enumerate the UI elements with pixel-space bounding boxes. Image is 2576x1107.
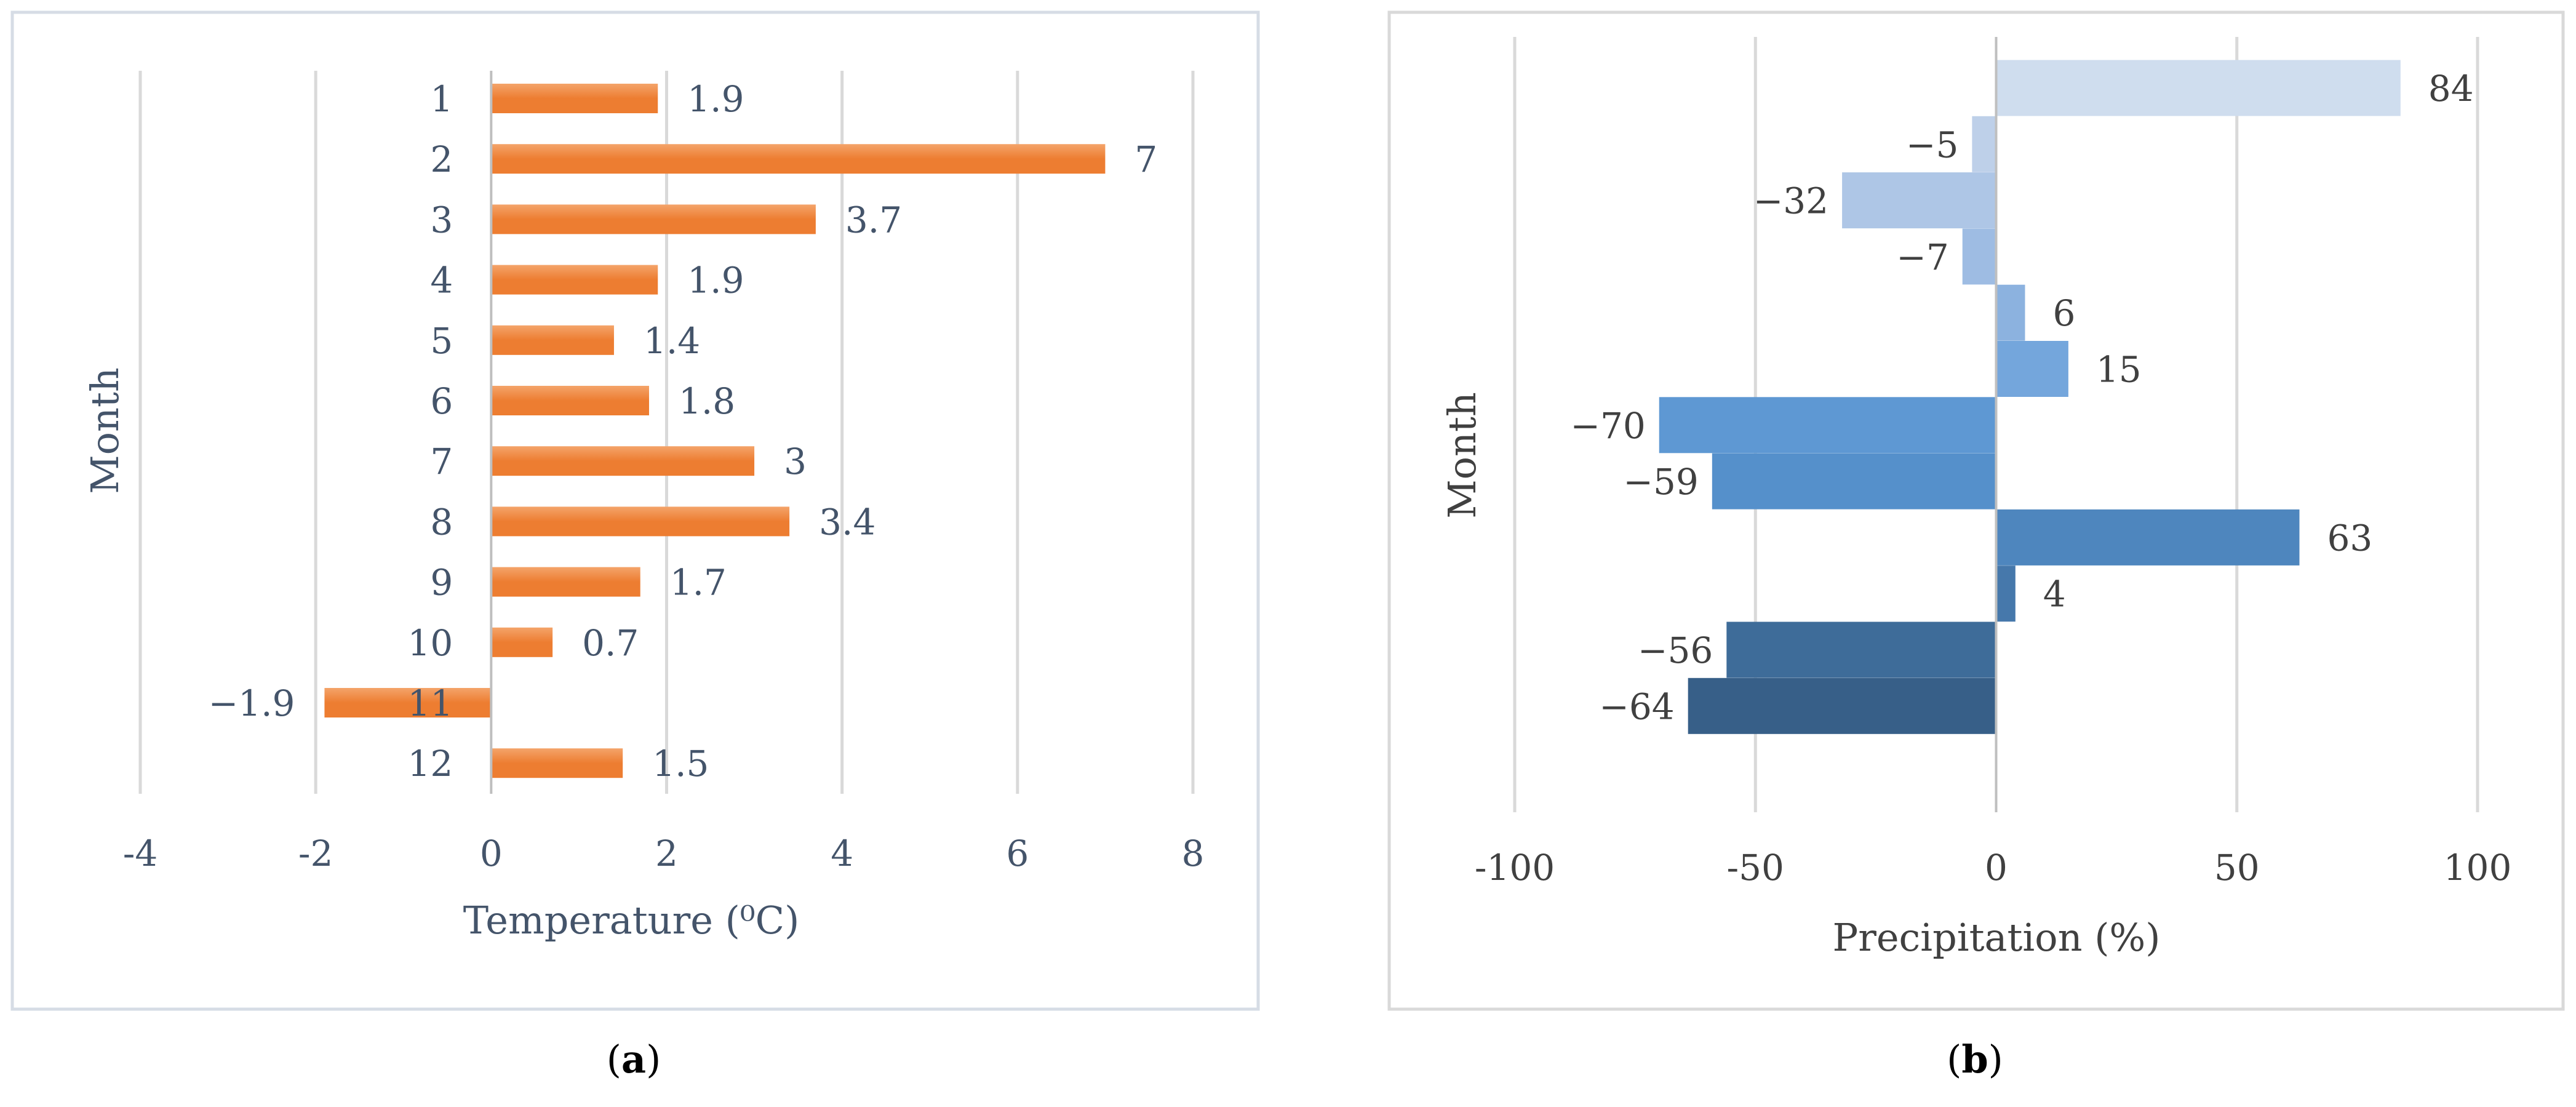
- chart-b-bar: [1659, 397, 1996, 454]
- chart-a-category-label: 2: [430, 138, 453, 180]
- chart-a-ylabel: Month: [82, 367, 127, 494]
- caption-b-close: ): [1988, 1037, 2003, 1082]
- chart-b-tick-labels: -100 -50 0 50 100: [1475, 847, 2512, 889]
- chart-a-bar: [491, 84, 658, 113]
- chart-a-bar: [491, 567, 640, 597]
- chart-a-bar: [491, 386, 649, 415]
- chart-a-data-label: 3.7: [845, 199, 902, 241]
- chart-a-category-label: 7: [430, 441, 453, 482]
- chart-a-tick-label: 8: [1182, 833, 1205, 874]
- chart-a-data-label: 1.5: [652, 743, 709, 785]
- precipitation-chart: 84 −5 −32 −7 6 15 −70 −59 63 4 −56 −64 -100 -50 0 50 10…: [1387, 10, 2565, 1011]
- chart-b-data-label: 4: [2043, 573, 2066, 615]
- chart-a-bars: [324, 84, 1106, 778]
- chart-b-bar: [1996, 341, 2068, 397]
- chart-b-data-label: −32: [1753, 180, 1828, 222]
- chart-b-data-labels: 84 −5 −32 −7 6 15 −70 −59 63 4 −56 −64: [1570, 68, 2473, 727]
- chart-b-bar: [1962, 228, 1996, 285]
- chart-a-category-label: 9: [430, 562, 453, 604]
- chart-b-data-label: −5: [1906, 124, 1959, 166]
- chart-b-bars: [1659, 60, 2401, 734]
- chart-b-bar: [1972, 116, 1996, 172]
- chart-a-xlabel: Temperature (⁰C): [463, 898, 800, 943]
- chart-b-data-label: −64: [1599, 685, 1674, 727]
- chart-a-bar: [324, 688, 492, 717]
- chart-b-data-label: −70: [1570, 405, 1645, 447]
- chart-a-bar: [491, 265, 658, 295]
- chart-a-tick-label: 0: [480, 833, 503, 874]
- chart-b-bar: [1842, 172, 1996, 229]
- chart-a-data-label: −1.9: [209, 682, 295, 724]
- chart-b-bar: [1996, 509, 2300, 565]
- chart-b-bar: [1688, 677, 1996, 734]
- chart-a-tick-label: 6: [1006, 833, 1029, 874]
- chart-a-tick-labels: -4 -2 0 2 4 6 8: [123, 833, 1205, 874]
- chart-b-tick-label: 100: [2444, 847, 2512, 889]
- chart-a-bar: [491, 144, 1106, 174]
- chart-a-data-label: 1.7: [670, 562, 727, 604]
- chart-a-bar: [491, 506, 790, 537]
- chart-a-category-label: 10: [408, 622, 453, 664]
- chart-a-tick-label: 2: [655, 833, 678, 874]
- chart-b-data-label: −56: [1638, 629, 1713, 671]
- chart-a-data-label: 3: [784, 441, 807, 482]
- caption-a-open: (: [606, 1037, 621, 1082]
- chart-b-data-label: −59: [1623, 461, 1698, 503]
- chart-b-tick-label: 0: [1985, 847, 2008, 889]
- caption-a-letter: a: [621, 1037, 647, 1082]
- chart-a-category-label: 3: [430, 199, 453, 241]
- chart-a-bar: [491, 204, 816, 234]
- chart-a-category-label: 11: [408, 682, 453, 724]
- chart-b-tick-label: 50: [2214, 847, 2260, 889]
- chart-b-data-label: 15: [2096, 349, 2142, 391]
- chart-a-tick-label: 4: [831, 833, 853, 874]
- chart-a-category-label: 4: [430, 260, 453, 302]
- chart-a-data-label: 1.4: [644, 320, 700, 362]
- chart-a-tick-label: -2: [298, 833, 333, 874]
- caption-b-open: (: [1947, 1037, 1962, 1082]
- chart-a-bar: [491, 627, 553, 657]
- chart-a-gridlines: [138, 71, 1195, 794]
- panel-caption-a: (a): [603, 1037, 664, 1082]
- chart-a-data-label: 1.9: [687, 260, 744, 302]
- chart-b-ylabel: Month: [1440, 392, 1485, 519]
- chart-b-bar: [1726, 621, 1996, 678]
- chart-a-category-label: 5: [430, 320, 453, 362]
- chart-b-tick-label: -50: [1727, 847, 1784, 889]
- chart-b-bar: [1996, 284, 2025, 341]
- chart-a-bar: [491, 748, 623, 778]
- chart-b-data-label: 84: [2428, 68, 2474, 110]
- chart-a-data-label: 3.4: [819, 501, 875, 543]
- caption-a-close: ): [646, 1037, 661, 1082]
- chart-b-data-label: −7: [1896, 236, 1949, 278]
- chart-a-bar: [491, 446, 755, 476]
- caption-b-letter: b: [1961, 1037, 1988, 1082]
- chart-b-bar: [1996, 60, 2401, 116]
- chart-b-tick-label: -100: [1475, 847, 1555, 889]
- chart-a-data-labels: 1.9 7 3.7 1.9 1.4 1.8 3 3.4 1.7 0.7 −1.9 1.5: [209, 78, 1158, 785]
- chart-a-bar: [491, 325, 614, 355]
- chart-a-category-label: 6: [430, 380, 453, 422]
- chart-a-category-label: 12: [408, 743, 453, 785]
- chart-a-tick-label: -4: [123, 833, 158, 874]
- chart-a-category-label: 8: [430, 501, 453, 543]
- chart-b-data-label: 63: [2327, 517, 2372, 559]
- chart-a-data-label: 1.9: [687, 78, 744, 120]
- chart-b-xlabel: Precipitation (%): [1833, 915, 2161, 960]
- chart-a-data-label: 0.7: [582, 622, 639, 664]
- chart-a-data-label: 7: [1134, 138, 1157, 180]
- chart-a-category-label: 1: [430, 78, 453, 120]
- panel-caption-b: (b): [1944, 1037, 2006, 1082]
- chart-b-bar: [1996, 565, 2016, 622]
- chart-a-data-label: 1.8: [679, 380, 735, 422]
- chart-b-data-label: 6: [2052, 292, 2075, 334]
- chart-b-bar: [1712, 453, 1996, 510]
